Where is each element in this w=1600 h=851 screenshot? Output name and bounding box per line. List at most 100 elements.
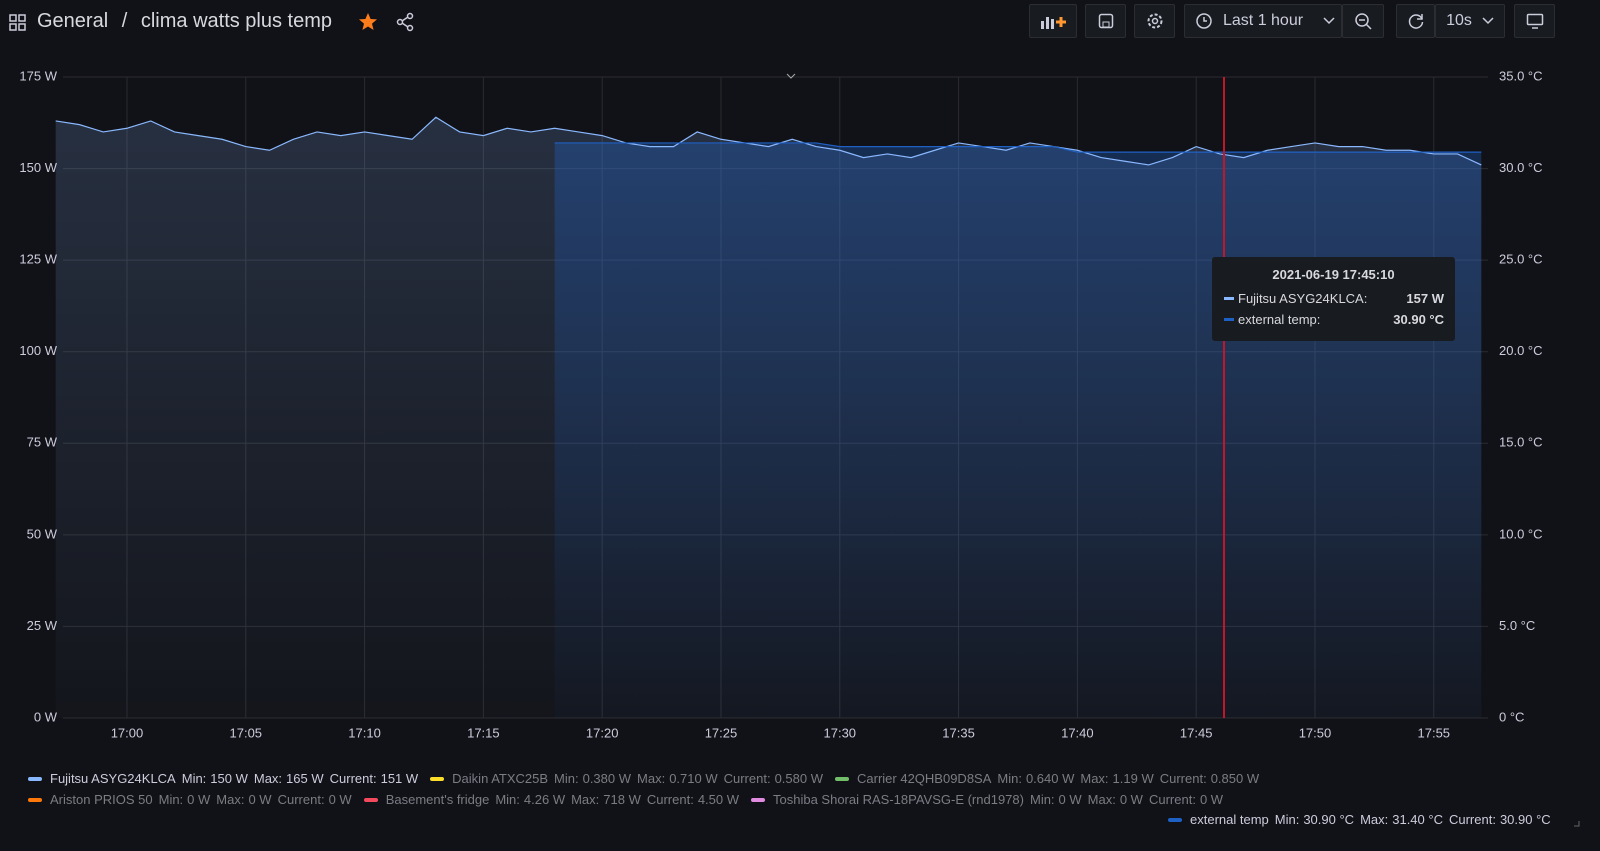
legend-item[interactable]: Basement's fridge Min: 4.26 W Max: 718 W Curr… (363, 789, 739, 810)
stat-label: Current: (723, 771, 771, 786)
save-button[interactable] (1085, 4, 1126, 38)
share-icon[interactable] (396, 12, 416, 32)
y2-tick-label: 25.0 °C (1499, 252, 1543, 267)
x-tick-label: 17:50 (1299, 725, 1332, 740)
series-area (554, 142, 1482, 719)
stat-label: Min: (1274, 812, 1300, 827)
legend-item[interactable]: Toshiba Shorai RAS-18PAVSG-E (rnd1978) Mi… (751, 789, 1223, 810)
dashboards-icon[interactable] (9, 14, 27, 32)
resize-handle[interactable] (1574, 821, 1580, 827)
y-tick-label: 125 W (19, 252, 57, 267)
stat-value: 0 W (328, 792, 352, 807)
stat-label: Current: (1159, 771, 1207, 786)
stat-value: 151 W (380, 771, 419, 786)
collapse-caret[interactable] (786, 73, 796, 79)
stat-label: Max: (571, 792, 600, 807)
time-picker[interactable]: Last 1 hour (1184, 4, 1342, 38)
x-tick-label: 17:05 (230, 725, 263, 740)
x-tick-label: 17:55 (1418, 725, 1451, 740)
zoom-out-button[interactable] (1342, 4, 1384, 38)
y-tick-label: 175 W (19, 68, 57, 83)
legend-item[interactable]: Ariston PRIOS 50 Min: 0 W Max: 0 W Current: 0 … (28, 789, 352, 810)
stat-value: 0.850 W (1210, 771, 1260, 786)
legend-name: external temp (1190, 812, 1269, 827)
stat-value: 165 W (286, 771, 324, 786)
y-tick-label: 0 W (34, 709, 58, 724)
tooltip-label: Fujitsu ASYG24KLCA: (1238, 291, 1368, 306)
stat-label: Min: (1029, 792, 1055, 807)
y-tick-label: 150 W (19, 160, 57, 175)
y2-tick-label: 30.0 °C (1499, 160, 1543, 175)
x-tick-label: 17:15 (467, 725, 500, 740)
stat-label: Current: (277, 792, 325, 807)
legend-name: Daikin ATXC25B (452, 771, 549, 786)
legend-swatch (751, 797, 765, 802)
stat-value: 0.580 W (774, 771, 823, 786)
y2-tick-label: 15.0 °C (1499, 435, 1543, 450)
x-tick-label: 17:40 (1061, 725, 1094, 740)
tooltip-value: 30.90 °C (1393, 312, 1444, 327)
stat-value: 30.90 °C (1499, 812, 1551, 827)
stat-value: 0.640 W (1025, 771, 1075, 786)
legend-name: Fujitsu ASYG24KLCA (50, 771, 176, 786)
y-tick-label: 50 W (27, 526, 58, 541)
stat-value: 31.40 °C (1392, 812, 1443, 827)
y2-tick-label: 10.0 °C (1499, 526, 1543, 541)
tooltip-title: 2021-06-19 17:45:10 (1272, 267, 1395, 282)
legend-item[interactable]: Daikin ATXC25B Min: 0.380 W Max: 0.710 W Curr… (430, 768, 823, 789)
top-bar: General / clima watts plus temp Last 1 h… (0, 0, 1600, 46)
legend-name: Basement's fridge (385, 792, 490, 807)
tv-mode-button[interactable] (1514, 4, 1555, 38)
series-line (554, 142, 1482, 153)
x-tick-label: 17:25 (705, 725, 738, 740)
add-panel-button[interactable] (1029, 4, 1077, 38)
stat-value: 718 W (603, 792, 641, 807)
refresh-interval[interactable]: 10s (1435, 4, 1505, 38)
legend-name: Ariston PRIOS 50 (50, 792, 153, 807)
refresh-value: 10s (1446, 12, 1472, 29)
refresh-button[interactable] (1396, 4, 1435, 38)
legend-name: Carrier 42QHB09D8SA (857, 771, 992, 786)
x-tick-label: 17:00 (111, 725, 144, 740)
dashboard-title[interactable]: clima watts plus temp (140, 10, 333, 32)
x-tick-label: 17:10 (348, 725, 381, 740)
stat-label: Max: (637, 771, 666, 786)
tooltip-row: Fujitsu ASYG24KLCA: 157 W (1212, 288, 1455, 309)
stat-value: 150 W (210, 771, 248, 786)
legend-item[interactable]: external temp Min: 30.90 °C Max: 31.40 °C Cur… (1168, 809, 1551, 830)
time-range: Last 1 hour (1223, 12, 1304, 29)
y2-tick-label: 20.0 °C (1499, 343, 1543, 358)
tooltip-swatch (1224, 318, 1234, 321)
y-tick-label: 75 W (27, 435, 58, 450)
legend-swatch (28, 776, 42, 781)
legend-swatch (430, 776, 445, 781)
x-tick-label: 17:35 (942, 725, 975, 740)
legend-item[interactable]: Fujitsu ASYG24KLCA Min: 150 W Max: 165 W Curr… (28, 768, 418, 789)
stat-label: Current: (646, 792, 694, 807)
stat-label: Min: (997, 771, 1022, 786)
stat-label: Max: (1360, 812, 1389, 827)
tooltip-label: external temp: (1238, 312, 1321, 327)
stat-label: Min: (181, 771, 207, 786)
legend-name: Toshiba Shorai RAS-18PAVSG-E (rnd1978) (773, 792, 1024, 807)
legend: Fujitsu ASYG24KLCA Min: 150 W Max: 165 W Curr… (28, 768, 1551, 827)
stat-label: Current: (1148, 792, 1196, 807)
stat-label: Max: (216, 792, 245, 807)
star-icon[interactable] (358, 12, 378, 32)
x-tick-label: 17:20 (586, 725, 619, 740)
stat-label: Current: (329, 771, 377, 786)
tooltip-row: external temp: 30.90 °C (1212, 309, 1455, 330)
y-tick-label: 100 W (19, 343, 57, 358)
settings-button[interactable] (1134, 4, 1175, 38)
separator: / (121, 10, 128, 32)
legend-swatch (28, 797, 42, 802)
folder-link[interactable]: General (37, 10, 109, 32)
stat-label: Max: (1080, 771, 1109, 786)
stat-value: 1.19 W (1112, 771, 1154, 786)
y2-tick-label: 0 °C (1499, 709, 1524, 724)
x-tick-label: 17:30 (824, 725, 857, 740)
y2-tick-label: 5.0 °C (1499, 618, 1535, 633)
legend-item[interactable]: Carrier 42QHB09D8SA Min: 0.640 W Max: 1.19 W… (835, 768, 1259, 789)
breadcrumb: General / clima watts plus temp (37, 10, 332, 33)
stat-value: 0.710 W (669, 771, 718, 786)
